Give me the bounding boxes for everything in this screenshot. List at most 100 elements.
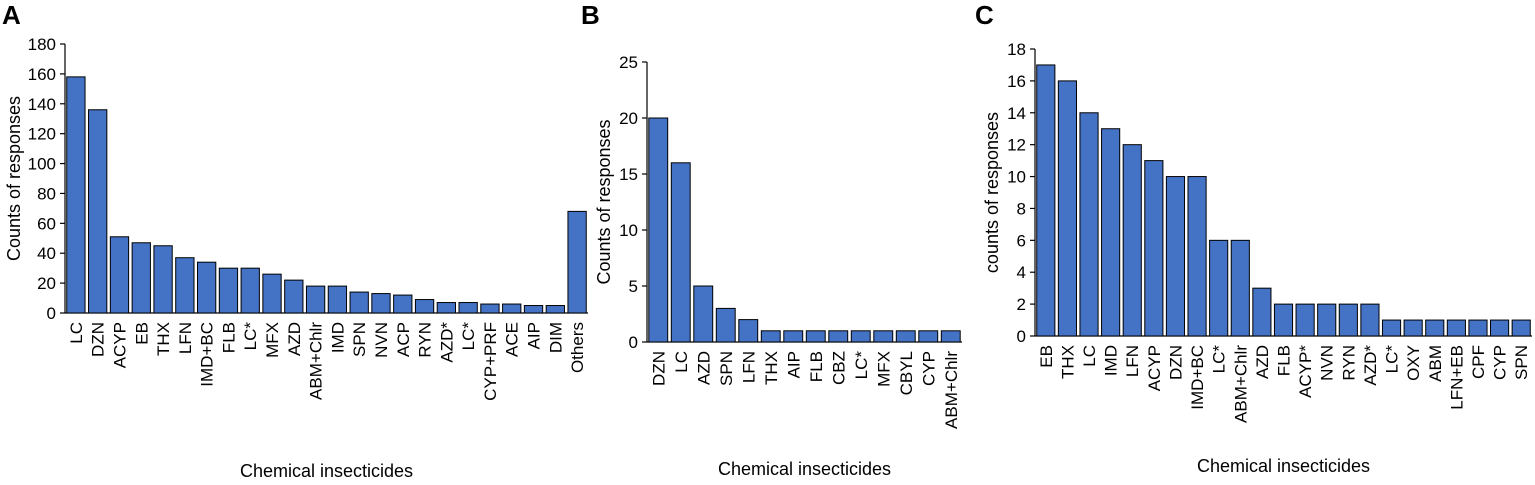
- bar-c-14: [1338, 303, 1358, 337]
- y-tick-label-c: 16: [1007, 72, 1026, 91]
- x-tick-label-b: LC*: [852, 351, 871, 380]
- bar-b-1: [670, 162, 691, 343]
- x-tick-label-c: THX: [1058, 345, 1077, 379]
- y-tick-label-c: 18: [1007, 40, 1026, 59]
- x-tick-label-b: FLB: [807, 351, 826, 382]
- bar-a-19: [480, 303, 500, 314]
- bar-c-3: [1101, 128, 1121, 337]
- y-tick-label-a: 20: [37, 274, 56, 293]
- x-tick-label-b: ABM+Chlr: [942, 351, 961, 429]
- x-tick-label-a: ACE: [503, 322, 522, 357]
- x-tick-label-a: LC*: [241, 322, 260, 351]
- bar-a-15: [393, 294, 413, 314]
- x-tick-label-c: ACYP: [1145, 345, 1164, 391]
- y-tick-label-c: 14: [1007, 104, 1026, 123]
- bar-a-2: [109, 236, 130, 314]
- x-tick-label-b: LFN: [739, 351, 758, 383]
- x-tick-label-a: DZN: [89, 322, 108, 357]
- x-tick-label-b: AIP: [784, 351, 803, 378]
- y-tick-label-c: 6: [1017, 231, 1026, 250]
- bar-c-18: [1425, 319, 1445, 337]
- y-axis-title-b: Counts of responses: [594, 119, 614, 284]
- x-tick-label-c: DZN: [1166, 345, 1185, 380]
- x-tick-label-a: RYN: [416, 322, 435, 358]
- bar-a-8: [240, 267, 260, 314]
- bar-a-14: [371, 293, 391, 314]
- x-tick-label-c: LC: [1080, 345, 1099, 367]
- bar-a-5: [175, 257, 195, 314]
- bar-a-20: [502, 303, 522, 314]
- y-tick-label-a: 120: [28, 125, 56, 144]
- bar-a-18: [458, 302, 478, 314]
- y-tick-label-b: 10: [619, 221, 638, 240]
- bar-a-9: [262, 273, 282, 314]
- bar-b-9: [850, 330, 871, 343]
- x-tick-label-a: Others: [568, 322, 587, 373]
- y-tick-label-c: 2: [1017, 295, 1026, 314]
- y-axis-title-c: counts of responses: [982, 112, 1002, 273]
- y-tick-label-b: 15: [619, 165, 638, 184]
- x-tick-label-a: DIM: [546, 322, 565, 353]
- x-tick-label-a: ACP: [394, 322, 413, 357]
- bar-c-8: [1209, 239, 1229, 337]
- x-tick-label-c: SPN: [1512, 345, 1531, 380]
- panel-letter-b: B: [581, 0, 600, 30]
- x-tick-label-a: IMD: [328, 322, 347, 353]
- bar-b-10: [873, 330, 894, 343]
- y-tick-label-a: 40: [37, 244, 56, 263]
- bar-a-6: [196, 261, 217, 314]
- bar-c-15: [1360, 303, 1380, 337]
- x-tick-label-b: SPN: [717, 351, 736, 386]
- x-tick-label-c: IMD+BC: [1188, 345, 1207, 410]
- bar-b-2: [693, 285, 714, 343]
- x-axis-title-a: Chemical insecticides: [240, 461, 413, 481]
- x-tick-label-a: THX: [154, 322, 173, 356]
- bar-a-10: [284, 279, 304, 314]
- bar-b-0: [648, 117, 669, 343]
- bar-c-6: [1165, 176, 1186, 337]
- panel-letter-c: C: [975, 0, 994, 30]
- bar-a-12: [327, 285, 348, 314]
- bar-c-22: [1511, 319, 1531, 337]
- x-tick-label-a: MFX: [263, 322, 282, 358]
- bar-a-7: [218, 267, 239, 314]
- y-tick-label-c: 12: [1007, 136, 1026, 155]
- x-tick-label-b: CBYL: [897, 351, 916, 395]
- x-tick-label-a: ABM+Chlr: [307, 322, 326, 400]
- bar-a-0: [66, 76, 86, 314]
- y-tick-label-a: 0: [47, 304, 56, 323]
- bar-b-13: [940, 330, 961, 343]
- x-tick-label-a: AIP: [525, 322, 544, 349]
- x-tick-label-a: EB: [132, 322, 151, 345]
- y-tick-label-c: 0: [1017, 327, 1026, 346]
- x-tick-label-c: LC*: [1210, 345, 1229, 374]
- x-axis-title-c: Chemical insecticides: [1197, 456, 1370, 476]
- bar-b-4: [738, 319, 759, 343]
- bar-b-11: [895, 330, 916, 343]
- x-tick-label-c: ACYP*: [1296, 345, 1315, 398]
- x-tick-label-b: LC: [672, 351, 691, 373]
- y-tick-label-a: 80: [37, 184, 56, 203]
- x-tick-label-a: NVN: [372, 322, 391, 358]
- y-tick-label-c: 10: [1007, 168, 1026, 187]
- x-tick-label-c: ABM: [1426, 345, 1445, 382]
- y-tick-label-a: 140: [28, 95, 56, 114]
- y-tick-label-a: 60: [37, 214, 56, 233]
- bar-c-1: [1057, 80, 1077, 337]
- bar-a-22: [545, 305, 565, 314]
- x-tick-label-c: LFN: [1123, 345, 1142, 377]
- y-tick-label-a: 100: [28, 155, 56, 174]
- bar-c-12: [1295, 303, 1315, 337]
- x-tick-label-a: LC*: [459, 322, 478, 351]
- x-tick-label-a: AZD*: [437, 322, 456, 363]
- bar-a-4: [153, 245, 173, 314]
- x-tick-label-c: IMD: [1102, 345, 1121, 376]
- bar-c-21: [1490, 319, 1510, 337]
- bar-a-11: [305, 285, 326, 314]
- bar-c-16: [1381, 319, 1402, 337]
- x-tick-label-c: OXY: [1404, 345, 1423, 381]
- bar-c-19: [1446, 319, 1466, 337]
- x-tick-label-c: CYP: [1491, 345, 1510, 380]
- y-tick-label-c: 8: [1017, 199, 1026, 218]
